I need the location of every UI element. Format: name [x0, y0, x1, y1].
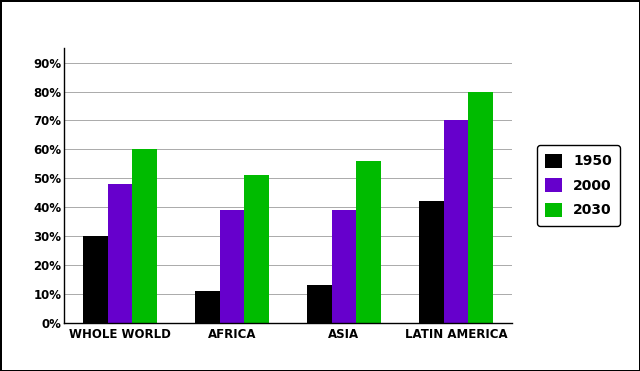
- Bar: [108, 184, 132, 323]
- Bar: [244, 175, 269, 323]
- Bar: [444, 121, 468, 323]
- Bar: [356, 161, 381, 323]
- Bar: [468, 92, 493, 323]
- Bar: [83, 236, 108, 323]
- Bar: [132, 150, 157, 323]
- Bar: [332, 210, 356, 323]
- Bar: [195, 291, 220, 323]
- Bar: [220, 210, 244, 323]
- Bar: [419, 201, 444, 323]
- Legend: 1950, 2000, 2030: 1950, 2000, 2030: [537, 145, 620, 226]
- Bar: [307, 285, 332, 323]
